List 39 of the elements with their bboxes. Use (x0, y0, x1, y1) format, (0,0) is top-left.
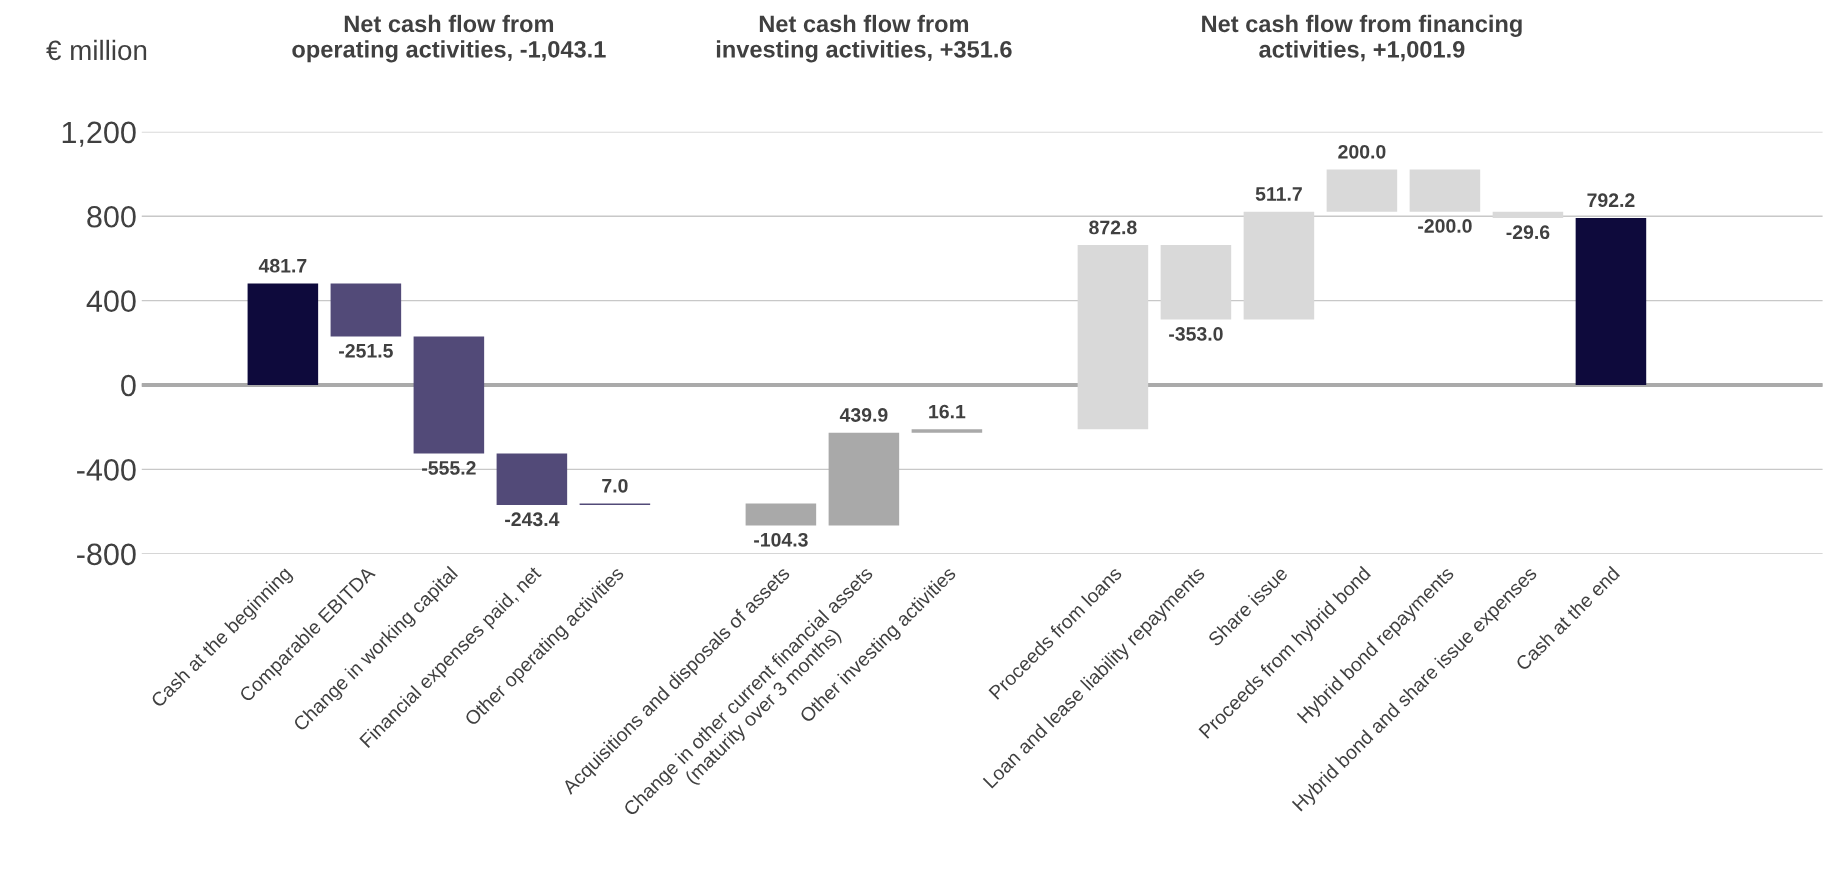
data-label: -243.4 (505, 512, 560, 527)
y-tick-label: 0 (121, 374, 136, 397)
data-label: 481.7 (258, 258, 307, 273)
bar (1575, 217, 1647, 385)
data-label: -104.3 (754, 532, 808, 547)
data-label: -200.0 (1418, 219, 1472, 233)
data-label: 511.7 (1255, 187, 1302, 201)
data-label: 792.2 (1587, 193, 1635, 208)
bar (1492, 211, 1564, 218)
text: Net cash flow from investing activities, +351.6 (716, 14, 1012, 63)
data-label: 439.9 (839, 408, 888, 422)
bar (1160, 245, 1232, 320)
text: Net cash flow from operating activities, -1,043.1 (292, 14, 606, 63)
data-label: 200.0 (1338, 144, 1386, 159)
bar (745, 503, 817, 526)
bar (413, 336, 485, 454)
bar (1243, 211, 1315, 320)
data-label: 872.8 (1089, 220, 1137, 235)
bar (911, 429, 983, 433)
data-label: -251.5 (339, 343, 393, 358)
data-label: -29.6 (1506, 225, 1550, 240)
text: Net cash flow from financing activities, +1,001.9 (1202, 14, 1522, 62)
bar (247, 283, 319, 385)
data-label: 7.0 (602, 478, 628, 493)
bar (496, 453, 568, 505)
y-tick-label: 800 (87, 205, 136, 228)
bar (1326, 169, 1398, 212)
data-label: -555.2 (422, 461, 476, 475)
y-axis-title: € million (46, 39, 147, 61)
y-tick-label: -400 (77, 459, 136, 481)
y-tick-label: -800 (77, 543, 136, 566)
data-label: -353.0 (1169, 327, 1223, 341)
bar (1409, 169, 1481, 212)
bar (330, 283, 402, 337)
y-tick-label: 1,200 (62, 121, 136, 147)
y-tick-label: 400 (86, 290, 136, 312)
bar (1077, 245, 1149, 430)
data-label: 16.1 (929, 404, 966, 419)
bar (828, 432, 900, 526)
